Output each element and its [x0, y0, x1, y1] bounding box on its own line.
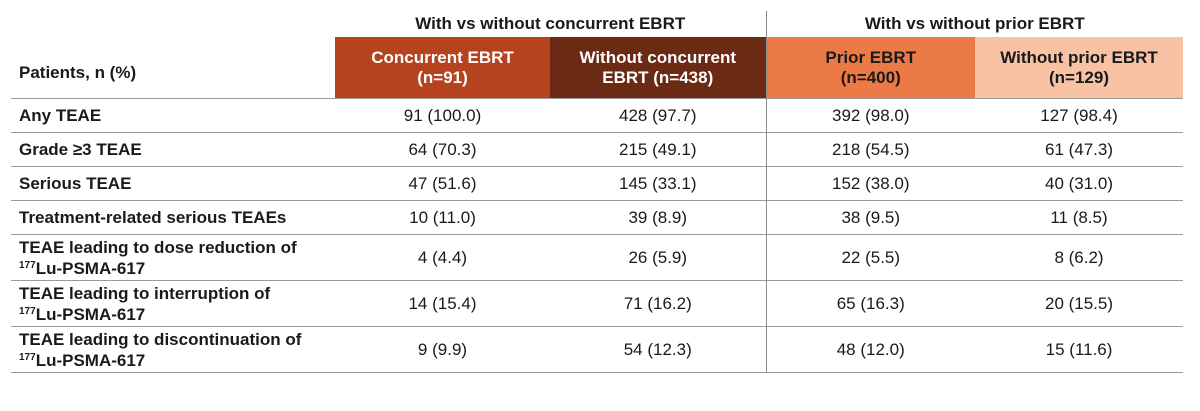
table-cell: 8 (6.2) — [975, 234, 1184, 281]
column-n: (n=400) — [840, 67, 901, 87]
table-row: TEAE leading to discontinuation of 177Lu… — [11, 326, 1184, 373]
teae-table: With vs without concurrent EBRT With vs … — [11, 11, 1184, 373]
table-cell: 64 (70.3) — [335, 132, 550, 167]
row-label: Any TEAE — [11, 98, 335, 133]
group-header-prior: With vs without prior EBRT — [765, 11, 1184, 37]
row-label: Serious TEAE — [11, 166, 335, 201]
table-row: TEAE leading to dose reduction of 177Lu-… — [11, 234, 1184, 281]
column-n: (n=91) — [417, 67, 468, 87]
column-header-without-prior-ebrt: Without prior EBRT (n=129) — [975, 37, 1184, 99]
column-header-row: Patients, n (%) Concurrent EBRT (n=91) W… — [11, 37, 1184, 99]
table-cell: 9 (9.9) — [335, 326, 550, 373]
row-label-line2: Lu-PSMA-617 — [35, 258, 146, 278]
table-cell: 15 (11.6) — [975, 326, 1184, 373]
column-name: Without concurrent — [579, 47, 737, 67]
table-cell: 11 (8.5) — [975, 200, 1184, 235]
column-header-prior-ebrt: Prior EBRT (n=400) — [766, 37, 975, 99]
table-cell: 26 (5.9) — [550, 234, 767, 281]
table-cell: 22 (5.5) — [766, 234, 975, 281]
table-cell: 54 (12.3) — [550, 326, 767, 373]
group-header-row: With vs without concurrent EBRT With vs … — [11, 11, 1184, 37]
column-name: Concurrent EBRT — [371, 47, 514, 67]
column-name: Prior EBRT — [825, 47, 917, 67]
table-row: Treatment-related serious TEAEs 10 (11.0… — [11, 200, 1184, 235]
table-cell: 48 (12.0) — [766, 326, 975, 373]
group-header-concurrent: With vs without concurrent EBRT — [415, 14, 686, 33]
column-header-concurrent-ebrt: Concurrent EBRT (n=91) — [335, 37, 550, 99]
table-row: Serious TEAE 47 (51.6) 145 (33.1) 152 (3… — [11, 166, 1184, 201]
table-cell: 47 (51.6) — [335, 166, 550, 201]
empty-corner — [11, 11, 335, 37]
isotope-superscript: 177 — [19, 351, 36, 363]
row-label: Treatment-related serious TEAEs — [11, 200, 335, 235]
column-header-without-concurrent-ebrt: Without concurrent EBRT (n=438) — [550, 37, 767, 99]
table-cell: 215 (49.1) — [550, 132, 767, 167]
column-name: Without prior EBRT — [1000, 47, 1158, 67]
table-cell: 40 (31.0) — [975, 166, 1184, 201]
table-cell: 152 (38.0) — [766, 166, 975, 201]
table-cell: 71 (16.2) — [550, 280, 767, 327]
row-label: Grade ≥3 TEAE — [11, 132, 335, 167]
row-label-line2: Lu-PSMA-617 — [35, 304, 146, 324]
table-cell: 61 (47.3) — [975, 132, 1184, 167]
row-header-label: Patients, n (%) — [19, 62, 137, 82]
table-cell: 91 (100.0) — [335, 98, 550, 133]
table-row: TEAE leading to interruption of 177Lu-PS… — [11, 280, 1184, 327]
row-label-line1: TEAE leading to discontinuation of — [19, 329, 302, 349]
table-cell: 39 (8.9) — [550, 200, 767, 235]
isotope-superscript: 177 — [19, 305, 36, 317]
table-cell: 428 (97.7) — [550, 98, 767, 133]
column-name-line2: EBRT (n=438) — [602, 67, 714, 87]
table-cell: 4 (4.4) — [335, 234, 550, 281]
row-label-line1: TEAE leading to interruption of — [19, 283, 271, 303]
row-label: TEAE leading to interruption of 177Lu-PS… — [11, 280, 335, 327]
table-cell: 145 (33.1) — [550, 166, 767, 201]
table-cell: 38 (9.5) — [766, 200, 975, 235]
table-row: Any TEAE 91 (100.0) 428 (97.7) 392 (98.0… — [11, 98, 1184, 133]
table-cell: 218 (54.5) — [766, 132, 975, 167]
table-cell: 14 (15.4) — [335, 280, 550, 327]
table-cell: 392 (98.0) — [766, 98, 975, 133]
row-label-line2: Lu-PSMA-617 — [35, 350, 146, 370]
table-cell: 65 (16.3) — [766, 280, 975, 327]
row-label: TEAE leading to discontinuation of 177Lu… — [11, 326, 335, 373]
table-cell: 127 (98.4) — [975, 98, 1184, 133]
table-cell: 20 (15.5) — [975, 280, 1184, 327]
table-cell: 10 (11.0) — [335, 200, 550, 235]
column-n: (n=129) — [1049, 67, 1109, 87]
isotope-superscript: 177 — [19, 259, 36, 271]
row-label-line1: TEAE leading to dose reduction of — [19, 237, 297, 257]
table-row: Grade ≥3 TEAE 64 (70.3) 215 (49.1) 218 (… — [11, 132, 1184, 167]
row-label: TEAE leading to dose reduction of 177Lu-… — [11, 234, 335, 281]
